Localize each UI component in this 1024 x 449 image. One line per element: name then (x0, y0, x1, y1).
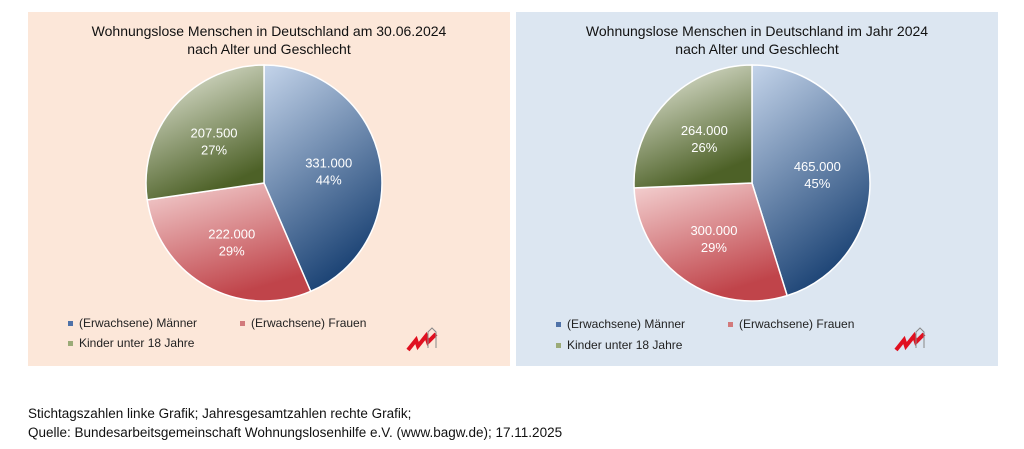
legend-label: (Erwachsene) Männer (567, 317, 686, 331)
bagw-logo (894, 326, 928, 352)
chart-title: Wohnungslose Menschen in Deutschland am … (28, 22, 510, 58)
chart-panel-left: Wohnungslose Menschen in Deutschland am … (28, 12, 510, 366)
legend-label: (Erwachsene) Frauen (739, 317, 855, 331)
legend-marker (240, 320, 245, 326)
legend-marker (68, 340, 73, 346)
percent-label: 29% (219, 244, 245, 259)
legend-label: Kinder unter 18 Jahre (79, 336, 195, 350)
logo-icon (406, 327, 438, 352)
value-label: 331.000 (305, 156, 352, 171)
pie-chart: 331.000 44% 222.000 29% 207.500 27% (145, 64, 383, 302)
legend-label: (Erwachsene) Männer (79, 316, 198, 330)
value-label: 465.000 (794, 159, 841, 174)
slice-children (633, 64, 753, 189)
footnote-line-2: Quelle: Bundesarbeitsgemeinschaft Wohnun… (28, 425, 563, 440)
title-line-1: Wohnungslose Menschen in Deutschland am … (91, 23, 447, 39)
slice-men (751, 64, 871, 297)
legend-marker (556, 342, 561, 348)
chart-title: Wohnungslose Menschen in Deutschland im … (516, 22, 998, 58)
chart-panel-right: Wohnungslose Menschen in Deutschland im … (516, 12, 998, 366)
title-line-2: nach Alter und Geschlecht (187, 41, 351, 57)
slice-children (145, 64, 265, 201)
legend-label: (Erwachsene) Frauen (251, 316, 367, 330)
title-line-2: nach Alter und Geschlecht (675, 41, 839, 57)
legend-marker (68, 320, 73, 326)
legend-item-men: (Erwachsene) Männer (556, 317, 685, 331)
percent-label: 29% (701, 240, 727, 255)
legend-item-men: (Erwachsene) Männer (68, 316, 197, 330)
legend-marker (728, 321, 733, 327)
legend-label: Kinder unter 18 Jahre (567, 338, 683, 352)
value-label: 207.500 (191, 126, 238, 141)
percent-label: 45% (804, 176, 830, 191)
percent-label: 27% (201, 143, 227, 158)
legend-item-children: Kinder unter 18 Jahre (68, 336, 194, 350)
footnote: Stichtagszahlen linke Grafik; Jahresgesa… (28, 404, 562, 442)
pie-chart: 465.000 45% 300.000 29% 264.000 26% (633, 64, 871, 302)
legend-marker (556, 321, 561, 327)
footnote-line-1: Stichtagszahlen linke Grafik; Jahresgesa… (28, 406, 412, 421)
percent-label: 44% (316, 173, 342, 188)
title-line-1: Wohnungslose Menschen in Deutschland im … (585, 23, 929, 39)
slice-women (633, 182, 789, 302)
percent-label: 26% (691, 140, 717, 155)
legend-item-women: (Erwachsene) Frauen (240, 316, 366, 330)
legend-item-women: (Erwachsene) Frauen (728, 317, 854, 331)
value-label: 264.000 (681, 123, 728, 138)
slice-women (146, 182, 312, 302)
value-label: 300.000 (690, 223, 737, 238)
logo-icon (894, 327, 926, 352)
value-label: 222.000 (208, 227, 255, 242)
legend-item-children: Kinder unter 18 Jahre (556, 338, 682, 352)
slice-men (263, 64, 383, 293)
bagw-logo (406, 326, 440, 352)
